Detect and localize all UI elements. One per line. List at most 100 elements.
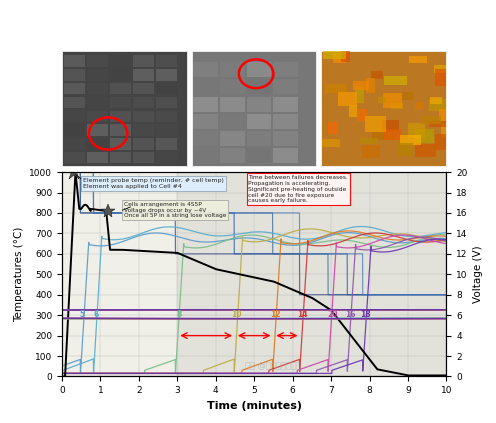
Bar	[220, 148, 245, 163]
Bar	[378, 97, 386, 103]
Bar	[220, 97, 245, 112]
Bar	[87, 124, 108, 136]
Bar	[193, 62, 218, 77]
Bar	[191, 51, 316, 166]
Bar	[322, 139, 340, 147]
Bar	[64, 124, 85, 136]
Bar	[441, 124, 452, 138]
Bar	[273, 62, 299, 77]
Bar	[383, 129, 402, 140]
Bar	[64, 110, 85, 122]
Text: 5: 5	[79, 310, 84, 319]
Bar	[64, 83, 85, 94]
X-axis label: Time (minutes): Time (minutes)	[207, 401, 302, 411]
Bar	[338, 92, 357, 106]
Bar	[87, 138, 108, 150]
Bar	[156, 69, 178, 81]
Bar	[366, 78, 375, 93]
Bar	[64, 152, 85, 163]
Y-axis label: Temperatures (°C): Temperatures (°C)	[14, 227, 24, 322]
Bar	[400, 135, 422, 146]
Bar	[87, 69, 108, 81]
Bar	[247, 97, 271, 112]
Bar	[133, 152, 154, 163]
Bar	[247, 80, 271, 94]
Bar	[415, 129, 434, 143]
Bar	[156, 55, 178, 67]
Bar	[365, 116, 386, 132]
Bar	[193, 148, 218, 163]
Bar	[87, 55, 108, 67]
Text: Cells arrangement is 4S5P
Voltage drops occur by ~4V
Once all 5P in a string los: Cells arrangement is 4S5P Voltage drops …	[124, 202, 226, 218]
Text: 18: 18	[361, 310, 371, 319]
Text: 20: 20	[328, 310, 338, 319]
Bar	[220, 114, 245, 129]
Bar	[133, 55, 154, 67]
Bar	[356, 86, 365, 103]
Bar	[333, 53, 346, 63]
Bar	[110, 152, 131, 163]
Bar	[273, 131, 299, 146]
Bar	[87, 152, 108, 163]
Bar	[64, 69, 85, 81]
Bar	[193, 114, 218, 129]
Text: 12: 12	[270, 310, 281, 319]
Bar	[397, 143, 413, 156]
Bar	[110, 69, 131, 81]
Text: 6: 6	[93, 310, 98, 319]
Bar	[371, 71, 383, 79]
Bar	[220, 131, 245, 146]
Bar	[110, 83, 131, 94]
Bar	[193, 97, 218, 112]
Bar	[323, 44, 346, 59]
Bar	[247, 114, 271, 129]
Bar	[429, 121, 446, 127]
Bar	[133, 69, 154, 81]
Bar	[156, 152, 178, 163]
Bar	[64, 97, 85, 108]
Bar	[430, 97, 442, 104]
Text: 14: 14	[297, 310, 308, 319]
Bar	[349, 105, 357, 117]
Text: 8: 8	[177, 310, 182, 319]
Bar	[156, 138, 178, 150]
Bar	[133, 110, 154, 122]
Bar	[409, 56, 427, 63]
Bar	[382, 120, 399, 131]
Bar	[64, 138, 85, 150]
Bar	[220, 62, 245, 77]
Bar	[408, 123, 426, 138]
Bar	[341, 49, 350, 63]
Bar	[273, 97, 299, 112]
Text: 16: 16	[345, 310, 356, 319]
Bar	[328, 122, 338, 134]
Bar	[156, 97, 178, 108]
Bar	[353, 81, 369, 90]
Bar	[429, 99, 448, 111]
Bar	[110, 55, 131, 67]
Bar	[325, 84, 347, 93]
Bar	[384, 76, 407, 85]
Bar	[193, 131, 218, 146]
Text: 知乎 @湖北及安盾消防: 知乎 @湖北及安盾消防	[246, 361, 302, 370]
Bar	[110, 97, 131, 108]
Bar	[220, 80, 245, 94]
Bar	[178, 172, 446, 376]
Bar	[434, 65, 454, 73]
Text: Element probe temp (reminder, # cell temp)
Element was applied to Cell #4: Element probe temp (reminder, # cell tem…	[83, 178, 224, 189]
Text: 10: 10	[232, 310, 242, 319]
Bar	[156, 83, 178, 94]
Bar	[321, 51, 446, 166]
Bar	[372, 131, 394, 140]
Bar	[435, 69, 452, 86]
Bar	[383, 93, 402, 108]
Bar	[273, 80, 299, 94]
Bar	[360, 138, 378, 144]
Bar	[133, 138, 154, 150]
Bar	[110, 138, 131, 150]
Text: Time between failures decreases.
Propagation is accelerating.
Significant pre-he: Time between failures decreases. Propaga…	[248, 175, 348, 203]
Bar	[156, 110, 178, 122]
Bar	[193, 80, 218, 94]
Bar	[133, 97, 154, 108]
Bar	[110, 124, 131, 136]
